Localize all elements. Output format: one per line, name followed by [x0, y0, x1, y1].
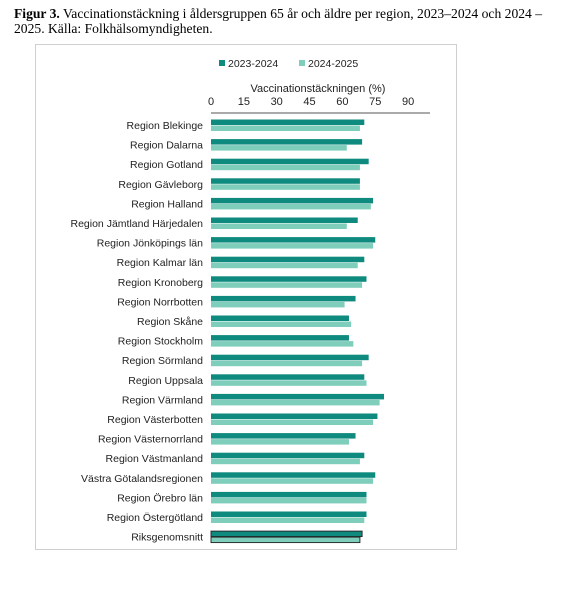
bar-2023-2024-region-sormland: [211, 354, 369, 361]
x-tick-label: 30: [271, 96, 283, 108]
chart-frame: 2023-2024 2024-2025 Vaccinationstäckninge…: [35, 44, 457, 550]
bar-2024-2025-region-jonkopings-lan: [211, 243, 374, 249]
x-tick-label: 45: [303, 96, 315, 108]
bar-2023-2024-region-vasterbotten: [211, 413, 378, 419]
category-label-region-kalmar-lan: Region Kalmar län: [117, 257, 204, 269]
category-label-region-halland: Region Halland: [131, 198, 203, 210]
x-tick-label: 15: [238, 96, 250, 108]
bars: [210, 119, 385, 544]
bar-2023-2024-region-varmland: [211, 393, 385, 400]
x-tick-label: 0: [208, 96, 214, 108]
bar-2023-2024-region-jamtland-harjedalen: [211, 217, 358, 223]
bar-2024-2025-region-skane: [211, 321, 352, 327]
legend-swatch-2024-2025: [299, 60, 305, 66]
bar-2023-2024-region-dalarna: [211, 139, 363, 145]
category-label-region-gotland: Region Gotland: [130, 159, 203, 171]
bar-2024-2025-vastra-gotalandsregionen: [211, 478, 374, 484]
figure-caption: Figur 3. Vaccinationstäckning i åldersgr…: [14, 6, 574, 36]
figure-label: Figur 3.: [14, 6, 60, 21]
bar-2023-2024-region-gotland: [211, 158, 369, 165]
category-label-region-vastmanland: Region Västmanland: [106, 453, 204, 465]
bar-2023-2024-region-gavleborg: [211, 178, 360, 184]
bar-2024-2025-region-kronoberg: [211, 282, 363, 288]
category-label-vastra-gotalandsregionen: Västra Götalandsregionen: [81, 473, 203, 485]
bar-2023-2024-region-jonkopings-lan: [211, 237, 376, 243]
bar-2024-2025-region-norrbotten: [211, 301, 345, 308]
bar-2024-2025-region-vasternorrland: [211, 439, 349, 445]
figure-caption-text: Vaccinationstäckning i åldersgruppen 65 …: [14, 6, 543, 36]
category-label-region-stockholm: Region Stockholm: [118, 336, 203, 348]
bar-2024-2025-region-ostergotland: [211, 517, 365, 523]
bar-2024-2025-region-vasterbotten: [211, 419, 374, 425]
category-label-region-dalarna: Region Dalarna: [130, 140, 203, 152]
bar-chart: 2023-2024 2024-2025 Vaccinationstäckninge…: [71, 58, 430, 544]
bar-2023-2024-riksgenomsnitt: [210, 530, 363, 538]
bar-2024-2025-region-blekinge: [211, 125, 360, 131]
category-label-region-sormland: Region Sörmland: [122, 355, 203, 367]
bar-2024-2025-region-kalmar-lan: [211, 262, 358, 269]
category-label-region-jonkopings-lan: Region Jönköpings län: [97, 238, 203, 250]
bar-2024-2025-region-vastmanland: [211, 458, 360, 465]
category-label-region-uppsala: Region Uppsala: [128, 375, 203, 387]
category-label-region-varmland: Region Värmland: [122, 394, 203, 406]
bar-2023-2024-region-ostergotland: [211, 511, 367, 517]
bar-2023-2024-region-stockholm: [211, 335, 349, 341]
bar-2023-2024-region-kalmar-lan: [211, 256, 365, 263]
category-label-region-gavleborg: Region Gävleborg: [118, 179, 203, 191]
legend-label-2023-2024: 2023-2024: [228, 58, 278, 70]
category-label-region-ostergotland: Region Östergötland: [107, 512, 203, 524]
category-label-region-vasterbotten: Region Västerbotten: [107, 414, 203, 426]
legend-swatch-2023-2024: [219, 60, 225, 66]
bar-2024-2025-region-sormland: [211, 360, 363, 367]
bar-2024-2025-region-varmland: [211, 399, 380, 406]
legend-label-2024-2025: 2024-2025: [308, 58, 358, 70]
bar-2023-2024-region-vastmanland: [211, 452, 365, 459]
category-label-region-jamtland-harjedalen: Region Jämtland Härjedalen: [71, 218, 204, 230]
bar-2023-2024-region-orebro-lan: [211, 491, 367, 498]
category-label-region-norrbotten: Region Norrbotten: [117, 296, 203, 308]
category-label-region-blekinge: Region Blekinge: [127, 120, 204, 132]
bar-2024-2025-region-dalarna: [211, 145, 347, 151]
bar-2024-2025-region-jamtland-harjedalen: [211, 223, 347, 229]
x-axis-ticks: 0 15 30 45 60 75 90: [208, 96, 414, 108]
x-tick-label: 90: [402, 96, 414, 108]
bar-2024-2025-region-gavleborg: [211, 184, 360, 190]
category-label-region-skane: Region Skåne: [137, 316, 203, 328]
x-tick-label: 60: [336, 96, 348, 108]
bar-2023-2024-region-norrbotten: [211, 295, 356, 302]
bar-2023-2024-region-blekinge: [211, 119, 365, 125]
bar-2024-2025-region-gotland: [211, 164, 360, 171]
category-label-region-kronoberg: Region Kronoberg: [118, 277, 203, 289]
bar-2023-2024-region-skane: [211, 315, 349, 321]
bar-2024-2025-region-halland: [211, 203, 371, 210]
bar-2023-2024-region-uppsala: [211, 374, 365, 380]
bar-2023-2024-region-vasternorrland: [211, 433, 356, 439]
category-label-region-orebro-lan: Region Örebro län: [117, 492, 203, 504]
bar-2024-2025-region-orebro-lan: [211, 497, 367, 504]
category-labels: Region Blekinge Region Dalarna Region Gotl…: [71, 120, 204, 544]
x-tick-label: 75: [369, 96, 381, 108]
category-label-region-vasternorrland: Region Västernorrland: [98, 434, 203, 446]
x-axis-label: Vaccinationstäckningen (%): [251, 83, 386, 95]
bar-2023-2024-vastra-gotalandsregionen: [211, 472, 376, 478]
bar-2024-2025-riksgenomsnitt: [210, 536, 361, 544]
bar-2024-2025-region-stockholm: [211, 341, 354, 347]
bar-2023-2024-region-kronoberg: [211, 276, 367, 282]
bar-2023-2024-region-halland: [211, 197, 374, 204]
category-label-riksgenomsnitt: Riksgenomsnitt: [131, 532, 203, 544]
chart-legend: 2023-2024 2024-2025: [219, 58, 358, 70]
bar-2024-2025-region-uppsala: [211, 380, 367, 386]
